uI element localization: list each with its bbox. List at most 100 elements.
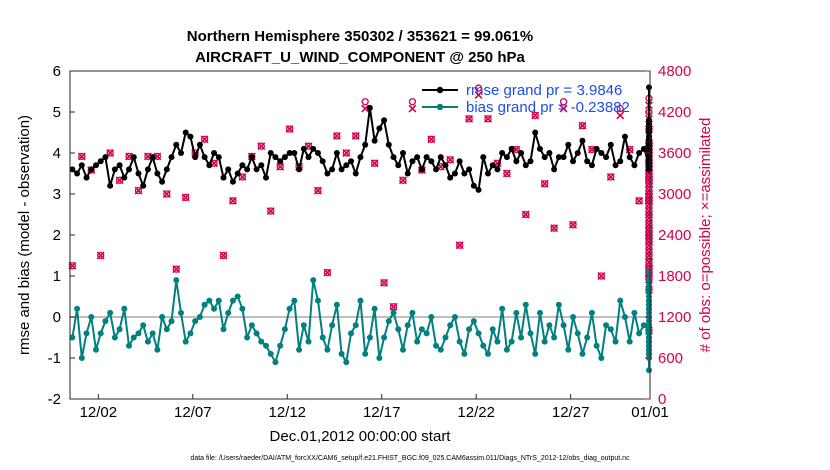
y-tick-label: -2 [48,391,61,408]
chart-title-line2: AIRCRAFT_U_WIND_COMPONENT @ 250 hPa [195,49,525,66]
assimilated-marker [455,241,464,250]
possible-marker [503,169,511,178]
bias-point [281,326,288,333]
bias-point [83,330,90,337]
rmse-point [201,154,208,161]
bias-point [640,322,647,329]
rmse-point [92,162,99,169]
bias-point [314,297,321,304]
assimilated-marker-stroke [531,111,540,120]
possible-marker [399,176,407,184]
bias-point [69,334,76,341]
possible-marker [219,251,228,260]
bias-point [305,338,312,345]
bias-point [631,309,638,316]
x-tick-label: 01/01 [631,404,669,421]
rmse-point [69,166,76,173]
y-right-tick-label: 600 [658,350,683,367]
assimilated-marker [162,190,171,198]
assimilated-marker-stroke [172,265,181,274]
bias-point [646,350,652,357]
possible-marker [172,265,180,273]
bias-point [107,309,114,316]
y-tick-label: -1 [48,350,61,367]
legend-bias-marker [436,103,444,111]
rmse-point [640,145,647,152]
rmse-point [159,178,166,185]
bias-point [144,338,151,345]
assimilated-marker-stroke [484,114,492,123]
bias-point [612,338,619,345]
assimilated-marker [313,186,322,195]
bias-point [258,338,265,345]
rmse-point [74,170,81,177]
assimilated-marker [645,220,653,229]
bias-point [461,350,468,357]
possible-marker [597,272,606,280]
assimilated-marker-stroke [200,135,209,144]
bias-point [636,330,643,337]
y-tick-label: 2 [53,227,61,244]
rmse-point [546,150,553,156]
rmse-point [409,158,416,165]
rmse-point [489,162,496,169]
rmse-point [130,154,137,161]
y-right-tick-label: 2400 [658,227,691,244]
assimilated-marker-stroke [635,196,644,205]
rmse-point [437,154,444,161]
bias-point [329,322,336,329]
rmse-point [621,133,628,140]
bias-point [574,330,581,337]
rmse-point [607,141,614,148]
assimilated-marker [474,90,483,99]
rmse-point [418,166,425,173]
assimilated-marker [531,111,540,120]
bias-point [489,326,496,333]
bias-point [451,314,458,320]
assimilated-marker [559,104,568,113]
rmse-point [541,154,548,161]
bias-point [617,297,624,304]
assimilated-marker [200,135,209,144]
assimilated-marker-stroke [323,268,332,277]
possible-marker [550,224,558,232]
bias-point [149,330,156,337]
rmse-point [508,145,515,152]
assimilated-marker-stroke [540,179,549,188]
rmse-point [111,166,118,173]
bias-point [206,297,213,304]
rmse-point [451,170,458,177]
bias-point [494,338,501,345]
assimilated-marker-stroke [106,149,115,157]
assimilated-marker-stroke [645,207,653,216]
assimilated-marker-stroke [569,220,577,229]
bias-point [508,338,515,345]
assimilated-marker [257,142,266,151]
rmse-point [494,166,501,173]
assimilated-marker-stroke [512,145,521,154]
rmse-point [404,170,411,177]
bias-point [366,334,373,341]
possible-marker [559,98,568,106]
assimilated-marker-stroke [645,234,653,243]
assimilated-marker [569,220,577,229]
possible-marker [182,193,190,202]
possible-marker [163,190,171,198]
rmse-point [414,154,421,161]
assimilated-marker [342,149,351,157]
chart-title-line1: Northern Hemisphere 350302 / 353621 = 99… [187,28,533,45]
rmse-point [149,154,156,161]
rmse-point [300,145,307,152]
rmse-point [399,150,406,156]
assimilated-marker-stroke [332,131,341,140]
assimilated-marker-stroke [559,104,568,113]
possible-marker [578,122,587,130]
assimilated-marker [540,179,549,188]
rmse-point [555,154,562,161]
assimilated-marker-stroke [597,272,606,280]
bias-point [362,350,369,357]
rmse-point [296,166,303,173]
rmse-point [428,158,435,165]
bias-point [319,334,326,341]
bias-point [428,314,435,320]
